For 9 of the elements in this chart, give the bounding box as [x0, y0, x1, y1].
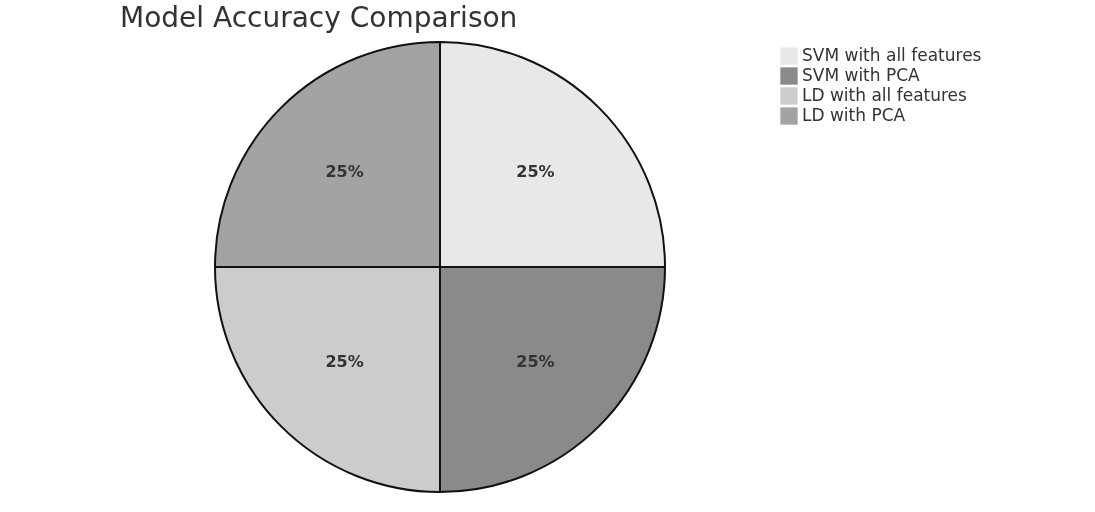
legend-label: SVM with all features	[802, 45, 982, 65]
legend-label: LD with PCA	[802, 105, 906, 125]
legend-label: LD with all features	[802, 85, 968, 105]
data-label: 25%	[516, 352, 555, 372]
data-label: 25%	[325, 352, 364, 372]
chart-title: Model Accuracy Comparison	[120, 1, 518, 34]
data-label: 25%	[325, 161, 364, 181]
data-label: 25%	[516, 161, 555, 181]
legend-label: SVM with PCA	[802, 65, 921, 85]
